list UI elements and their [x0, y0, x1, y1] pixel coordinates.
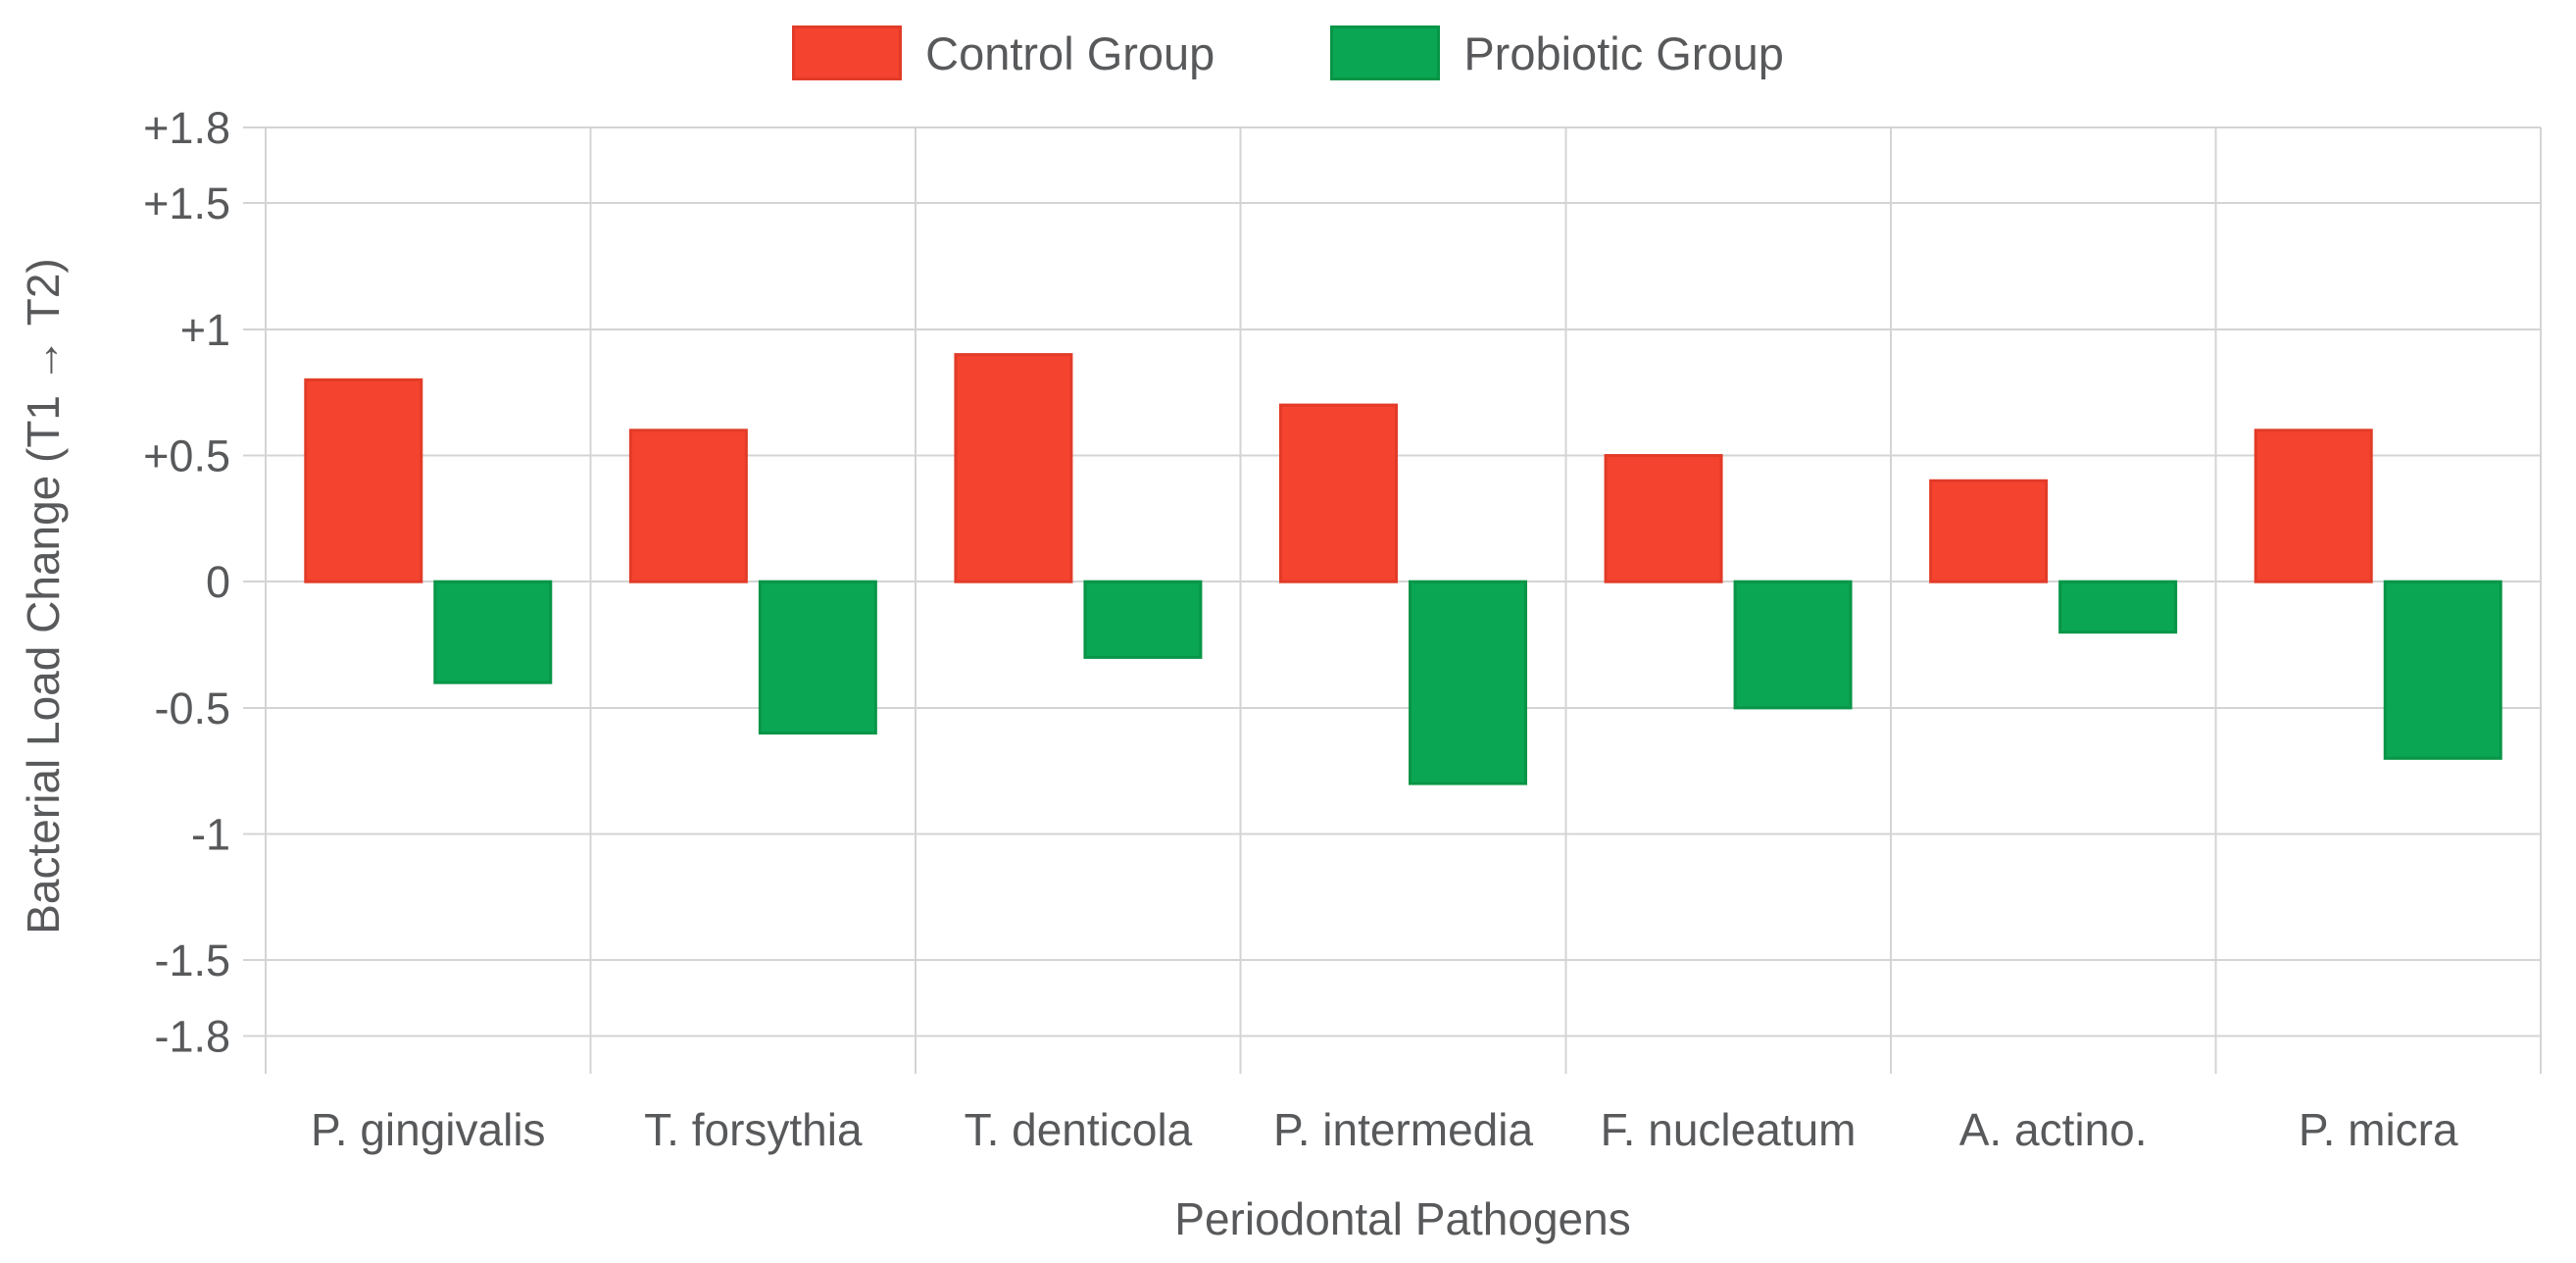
legend-swatch-control-group [792, 25, 903, 80]
bar-control-group-p-intermedia [1279, 403, 1398, 583]
y-tick-label-1-8: +1.8 [143, 103, 230, 153]
y-tick-label-0: 0 [206, 557, 230, 607]
bar-probiotic-group-t-denticola [1083, 580, 1203, 659]
y-tick-label-0-5: +0.5 [143, 431, 230, 481]
bar-control-group-p-gingivalis [304, 378, 423, 583]
y-tick-label-1-8: -1.8 [154, 1011, 230, 1061]
x-category-label-p-intermedia: P. intermedia [1273, 1104, 1534, 1155]
legend-label-control-group: Control Group [925, 26, 1215, 79]
bar-control-group-t-forsythia [628, 429, 748, 583]
bar-probiotic-group-t-forsythia [758, 580, 877, 735]
y-tick-label-1-5: -1.5 [154, 935, 230, 985]
legend-label-probiotic-group: Probiotic Group [1463, 26, 1784, 79]
legend-swatch-probiotic-group [1330, 25, 1441, 80]
bar-probiotic-group-p-micra [2383, 580, 2502, 760]
chart-legend: Control Group Probiotic Group [0, 25, 2576, 80]
y-tick-label-1: -1 [191, 810, 230, 860]
x-category-label-t-forsythia: T. forsythia [644, 1104, 863, 1155]
x-category-label-a-actino: A. actino. [1959, 1104, 2148, 1155]
x-category-label-t-denticola: T. denticola [965, 1104, 1193, 1155]
bar-control-group-p-micra [2254, 429, 2373, 583]
bar-probiotic-group-a-actino [2058, 580, 2178, 634]
legend-item-control-group: Control Group [792, 25, 1214, 80]
x-category-label-p-micra: P. micra [2299, 1104, 2458, 1155]
bar-probiotic-group-f-nucleatum [1733, 580, 1853, 710]
y-tick-label-1: +1 [180, 305, 230, 355]
bar-control-group-f-nucleatum [1604, 454, 1723, 583]
bar-probiotic-group-p-intermedia [1409, 580, 1527, 785]
x-category-label-f-nucleatum: F. nucleatum [1601, 1104, 1857, 1155]
bar-probiotic-group-p-gingivalis [433, 580, 553, 684]
y-tick-label-0-5: -0.5 [154, 683, 230, 733]
x-axis-title: Periodontal Pathogens [1174, 1193, 1631, 1244]
x-category-label-p-gingivalis: P. gingivalis [311, 1104, 546, 1155]
bar-control-group-a-actino [1929, 479, 2049, 583]
legend-item-probiotic-group: Probiotic Group [1330, 25, 1784, 80]
y-tick-label-1-5: +1.5 [143, 178, 230, 228]
bar-control-group-t-denticola [954, 353, 1073, 583]
